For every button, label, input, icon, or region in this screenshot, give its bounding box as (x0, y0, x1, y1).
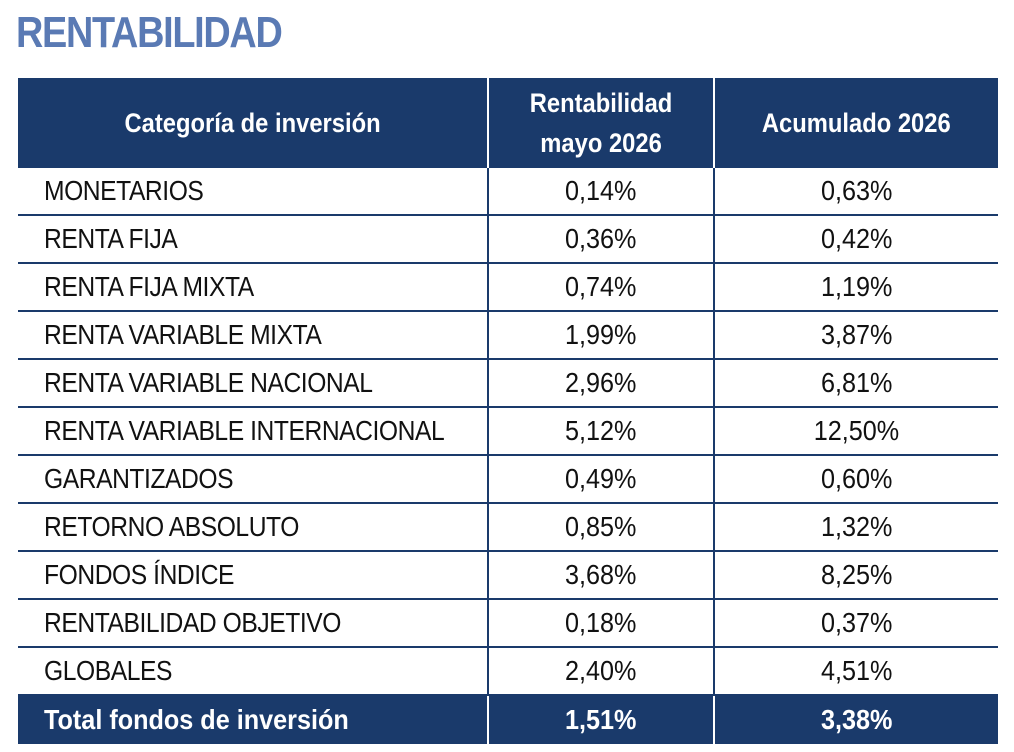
row-cumulative-return-text: 1,19% (820, 271, 893, 302)
header-month-line2: mayo 2026 (540, 128, 662, 158)
row-category-text: RENTA VARIABLE NACIONAL (44, 367, 373, 398)
row-month-return-text: 0,36% (565, 223, 637, 254)
header-month-return: Rentabilidad mayo 2026 (487, 78, 715, 168)
row-cumulative-return: 0,42% (714, 215, 998, 264)
row-cumulative-return-text: 4,51% (820, 655, 893, 686)
row-category: FONDOS ÍNDICE (18, 551, 489, 600)
total-month-value: 1,51% (565, 704, 637, 735)
row-cumulative-return-text: 0,37% (820, 607, 893, 638)
row-cumulative-return-text: 8,25% (820, 559, 893, 590)
total-cumulative-value: 3,38% (820, 704, 893, 735)
table-row: RETORNO ABSOLUTO 0,85% 1,32% (18, 503, 998, 552)
row-month-return-text: 0,18% (565, 607, 637, 638)
table-header: Categoría de inversión Rentabilidad mayo… (18, 78, 998, 168)
row-category-text: RENTA VARIABLE INTERNACIONAL (44, 415, 445, 446)
row-month-return: 3,68% (488, 551, 715, 600)
table-row: RENTA VARIABLE MIXTA 1,99% 3,87% (18, 311, 998, 360)
row-cumulative-return: 0,63% (714, 168, 998, 216)
table-row: FONDOS ÍNDICE 3,68% 8,25% (18, 551, 998, 600)
header-month-line1: Rentabilidad (529, 88, 673, 118)
row-category-text: RENTA FIJA MIXTA (44, 271, 254, 302)
row-cumulative-return: 0,37% (714, 599, 998, 648)
row-cumulative-return-text: 1,32% (820, 511, 893, 542)
row-month-return: 0,36% (488, 215, 715, 264)
row-category: RENTA FIJA (18, 215, 489, 264)
row-month-return-text: 0,85% (565, 511, 637, 542)
row-month-return-text: 2,96% (565, 367, 637, 398)
total-category-label: Total fondos de inversión (44, 704, 349, 735)
row-cumulative-return: 8,25% (714, 551, 998, 600)
header-cumulative-label: Acumulado 2026 (762, 108, 951, 138)
header-cumulative: Acumulado 2026 (713, 78, 998, 168)
table-row: GARANTIZADOS 0,49% 0,60% (18, 455, 998, 504)
row-category: RENTA VARIABLE INTERNACIONAL (18, 407, 489, 456)
row-month-return-text: 3,68% (565, 559, 637, 590)
row-month-return-text: 0,74% (565, 271, 637, 302)
table-row: RENTA FIJA 0,36% 0,42% (18, 215, 998, 264)
row-month-return: 0,85% (488, 503, 715, 552)
row-month-return-text: 1,99% (565, 319, 637, 350)
row-month-return: 2,96% (488, 359, 715, 408)
row-month-return-text: 0,49% (565, 463, 637, 494)
row-category: MONETARIOS (18, 168, 489, 216)
row-cumulative-return-text: 3,87% (820, 319, 893, 350)
total-month: 1,51% (487, 695, 715, 744)
row-category-text: RENTABILIDAD OBJETIVO (44, 607, 341, 638)
table-body: MONETARIOS 0,14% 0,63% RENTA FIJA 0,36% 0,42%… (18, 168, 998, 696)
header-category-label: Categoría de inversión (124, 108, 381, 138)
returns-table: Categoría de inversión Rentabilidad mayo… (18, 78, 998, 744)
row-category-text: GARANTIZADOS (44, 463, 234, 494)
row-category: GLOBALES (18, 647, 489, 696)
table-row: RENTABILIDAD OBJETIVO 0,18% 0,37% (18, 599, 998, 648)
total-row: Total fondos de inversión 1,51% 3,38% (18, 695, 998, 744)
row-month-return-text: 5,12% (565, 415, 637, 446)
row-cumulative-return-text: 0,63% (820, 175, 893, 206)
row-cumulative-return: 6,81% (714, 359, 998, 408)
row-month-return: 1,99% (488, 311, 715, 360)
row-category-text: RENTA VARIABLE MIXTA (44, 319, 322, 350)
row-category: RENTA VARIABLE NACIONAL (18, 359, 489, 408)
row-month-return: 0,74% (488, 263, 715, 312)
total-cumulative: 3,38% (713, 695, 998, 744)
row-month-return-text: 2,40% (565, 655, 637, 686)
total-category: Total fondos de inversión (18, 695, 489, 744)
row-category-text: MONETARIOS (44, 175, 204, 206)
page-title: RENTABILIDAD (16, 8, 283, 57)
row-cumulative-return: 0,60% (714, 455, 998, 504)
row-cumulative-return: 4,51% (714, 647, 998, 696)
table-row: RENTA VARIABLE NACIONAL 2,96% 6,81% (18, 359, 998, 408)
row-cumulative-return-text: 0,60% (820, 463, 893, 494)
row-cumulative-return: 12,50% (714, 407, 998, 456)
row-category: RENTA FIJA MIXTA (18, 263, 489, 312)
row-month-return: 2,40% (488, 647, 715, 696)
row-month-return: 0,18% (488, 599, 715, 648)
row-category: RENTA VARIABLE MIXTA (18, 311, 489, 360)
row-cumulative-return-text: 0,42% (820, 223, 893, 254)
table-row: RENTA FIJA MIXTA 0,74% 1,19% (18, 263, 998, 312)
row-cumulative-return: 1,19% (714, 263, 998, 312)
table-row: RENTA VARIABLE INTERNACIONAL 5,12% 12,50% (18, 407, 998, 456)
row-cumulative-return: 1,32% (714, 503, 998, 552)
table-row: GLOBALES 2,40% 4,51% (18, 647, 998, 696)
row-category-text: RENTA FIJA (44, 223, 178, 254)
row-category: RENTABILIDAD OBJETIVO (18, 599, 489, 648)
table-footer: Total fondos de inversión 1,51% 3,38% (18, 695, 998, 744)
row-cumulative-return-text: 6,81% (820, 367, 893, 398)
row-month-return: 5,12% (488, 407, 715, 456)
row-cumulative-return: 3,87% (714, 311, 998, 360)
row-category-text: FONDOS ÍNDICE (44, 559, 235, 590)
row-category: GARANTIZADOS (18, 455, 489, 504)
table-row: MONETARIOS 0,14% 0,63% (18, 168, 998, 216)
row-month-return-text: 0,14% (565, 175, 637, 206)
row-category: RETORNO ABSOLUTO (18, 503, 489, 552)
row-month-return: 0,14% (488, 168, 715, 216)
row-category-text: GLOBALES (44, 655, 172, 686)
header-category: Categoría de inversión (18, 78, 489, 168)
row-category-text: RETORNO ABSOLUTO (44, 511, 299, 542)
row-month-return: 0,49% (488, 455, 715, 504)
row-cumulative-return-text: 12,50% (813, 415, 900, 446)
